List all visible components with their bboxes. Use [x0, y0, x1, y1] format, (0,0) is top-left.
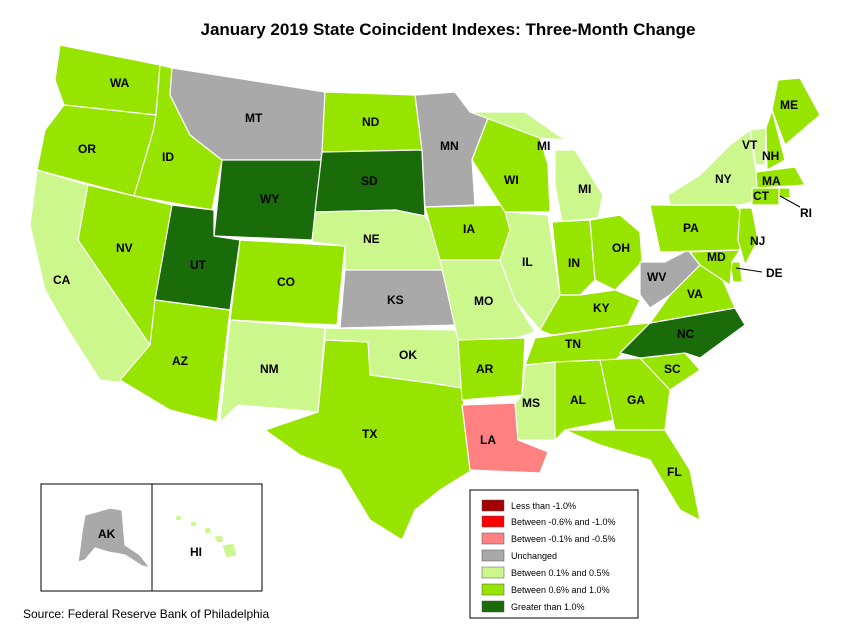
state-label-pa: PA	[683, 221, 699, 235]
state-label-ct: CT	[753, 189, 770, 203]
state-label-il: IL	[522, 255, 533, 269]
state-il	[499, 211, 561, 331]
legend-label-greater-than-1: Greater than 1.0%	[511, 602, 585, 612]
state-ma	[755, 166, 806, 189]
state-label-wy: WY	[260, 192, 279, 206]
legend-label-0-1-to-0-5: Between 0.1% and 0.5%	[511, 568, 610, 578]
state-label-mi-upper: MI	[537, 139, 550, 153]
state-label-nv: NV	[116, 241, 133, 255]
legend-label-neg-0-1-to-neg-0-5: Between -0.1% and -0.5%	[511, 534, 616, 544]
state-fl	[564, 429, 701, 521]
state-label-ms: MS	[522, 396, 540, 410]
states-layer	[29, 44, 821, 541]
state-label-tx: TX	[362, 427, 377, 441]
state-label-co: CO	[277, 275, 295, 289]
ri-leader-line	[779, 195, 801, 208]
state-label-nd: ND	[362, 115, 380, 129]
state-label-ia: IA	[463, 222, 475, 236]
state-label-mo: MO	[474, 294, 493, 308]
legend-label-0-6-to-1: Between 0.6% and 1.0%	[511, 585, 610, 595]
state-label-or: OR	[78, 142, 96, 156]
state-label-ak: AK	[98, 527, 116, 541]
state-hi	[174, 514, 238, 559]
legend-label-neg-0-6-to-neg-1: Between -0.6% and -1.0%	[511, 517, 616, 527]
state-in	[551, 219, 596, 296]
state-label-in: IN	[568, 256, 580, 270]
state-ak	[77, 507, 151, 569]
inset-box: AK HI	[40, 483, 263, 592]
state-az	[119, 299, 231, 423]
legend-swatch-greater-than-1	[481, 600, 505, 613]
state-ga	[599, 357, 671, 431]
state-tx	[264, 339, 473, 541]
state-label-de: DE	[766, 266, 783, 280]
legend-swatch-neg-0-6-to-neg-1	[481, 515, 505, 528]
state-wa	[54, 44, 161, 116]
state-label-mn: MN	[440, 139, 459, 153]
state-label-hi: HI	[190, 545, 202, 559]
state-label-nj: NJ	[750, 234, 765, 248]
legend-label-unchanged: Unchanged	[511, 551, 557, 561]
state-label-az: AZ	[172, 354, 188, 368]
state-label-ga: GA	[627, 393, 645, 407]
de-leader-line	[735, 267, 763, 273]
state-label-ut: UT	[190, 258, 207, 272]
state-label-id: ID	[162, 150, 174, 164]
state-label-vt: VT	[742, 138, 758, 152]
state-ct	[751, 187, 780, 206]
state-label-md: MD	[707, 250, 726, 264]
legend-swatch-0-1-to-0-5	[481, 566, 505, 579]
state-wv	[639, 249, 701, 309]
state-md	[689, 249, 741, 286]
state-nj	[737, 207, 759, 266]
state-label-sc: SC	[664, 362, 681, 376]
state-label-sd: SD	[361, 174, 378, 188]
state-label-va: VA	[687, 287, 703, 301]
state-label-ok: OK	[399, 348, 417, 362]
state-label-me: ME	[780, 98, 798, 112]
state-label-oh: OH	[612, 241, 630, 255]
state-label-ma: MA	[762, 174, 781, 188]
state-label-wv: WV	[647, 270, 666, 284]
state-label-mt: MT	[245, 111, 263, 125]
state-label-fl: FL	[667, 465, 682, 479]
state-nh	[765, 109, 786, 171]
state-label-tn: TN	[565, 337, 581, 351]
state-label-al: AL	[570, 393, 586, 407]
state-label-ne: NE	[363, 232, 380, 246]
legend-swatch-less-than-neg-1	[481, 499, 505, 512]
labels-layer: WA OR CA ID NV MT WY UT AZ CO NM ND SD N…	[53, 76, 812, 479]
legend: Less than -1.0% Between -0.6% and -1.0% …	[469, 489, 639, 619]
state-label-ny: NY	[715, 172, 732, 186]
state-label-ks: KS	[387, 293, 404, 307]
state-co	[229, 239, 346, 326]
state-label-mi: MI	[578, 182, 591, 196]
state-nm	[219, 319, 326, 423]
state-label-nh: NH	[762, 149, 779, 163]
state-al	[554, 359, 616, 441]
state-label-ky: KY	[593, 301, 610, 315]
state-label-wa: WA	[110, 76, 130, 90]
state-pa	[649, 204, 749, 253]
map-title: January 2019 State Coincident Indexes: T…	[200, 20, 695, 39]
legend-swatch-unchanged	[481, 549, 505, 562]
state-label-nc: NC	[677, 327, 695, 341]
state-label-la: LA	[480, 433, 496, 447]
source-note: Source: Federal Reserve Bank of Philadel…	[23, 607, 269, 621]
state-me	[771, 77, 821, 146]
legend-swatch-neg-0-1-to-neg-0-5	[481, 532, 505, 545]
state-label-ar: AR	[476, 362, 494, 376]
state-ny	[667, 129, 761, 206]
legend-label-less-than-neg-1: Less than -1.0%	[511, 501, 576, 511]
state-label-ri: RI	[800, 206, 812, 220]
legend-swatch-0-6-to-1	[481, 583, 505, 596]
state-label-ca: CA	[53, 273, 71, 287]
state-label-wi: WI	[504, 173, 519, 187]
state-de	[729, 261, 743, 283]
state-label-nm: NM	[260, 362, 279, 376]
state-vt	[749, 127, 767, 166]
state-mi	[469, 111, 604, 223]
state-ky	[539, 289, 641, 336]
